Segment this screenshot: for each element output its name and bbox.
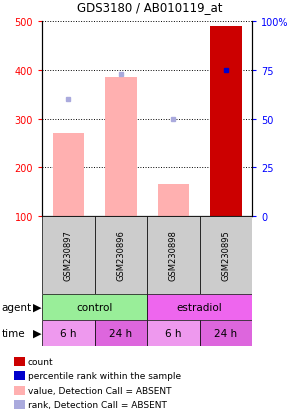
Text: time: time — [2, 328, 25, 338]
Text: 24 h: 24 h — [214, 328, 237, 338]
Bar — [147, 294, 252, 320]
Bar — [94, 320, 147, 346]
Bar — [200, 216, 252, 294]
Text: 6 h: 6 h — [165, 328, 181, 338]
Text: GSM230897: GSM230897 — [64, 230, 73, 281]
Bar — [147, 320, 200, 346]
Text: GSM230896: GSM230896 — [116, 230, 125, 281]
Text: rank, Detection Call = ABSENT: rank, Detection Call = ABSENT — [28, 400, 167, 409]
Text: ▶: ▶ — [33, 328, 42, 338]
Bar — [210, 27, 242, 216]
Text: estradiol: estradiol — [177, 302, 222, 312]
Text: percentile rank within the sample: percentile rank within the sample — [28, 371, 181, 380]
Text: 24 h: 24 h — [109, 328, 132, 338]
Text: control: control — [76, 302, 113, 312]
Bar — [158, 185, 189, 216]
Bar — [94, 216, 147, 294]
Text: agent: agent — [2, 302, 31, 312]
Text: count: count — [28, 357, 54, 366]
Text: value, Detection Call = ABSENT: value, Detection Call = ABSENT — [28, 386, 172, 395]
Text: GDS3180 / AB010119_at: GDS3180 / AB010119_at — [77, 1, 223, 14]
Bar — [147, 216, 200, 294]
Bar — [42, 320, 94, 346]
Text: GSM230895: GSM230895 — [221, 230, 230, 281]
Bar — [200, 320, 252, 346]
Text: 6 h: 6 h — [60, 328, 76, 338]
Bar — [52, 134, 84, 216]
Text: GSM230898: GSM230898 — [169, 230, 178, 281]
Text: ▶: ▶ — [33, 302, 42, 312]
Bar — [42, 294, 147, 320]
Bar — [105, 78, 136, 216]
Bar — [42, 216, 94, 294]
